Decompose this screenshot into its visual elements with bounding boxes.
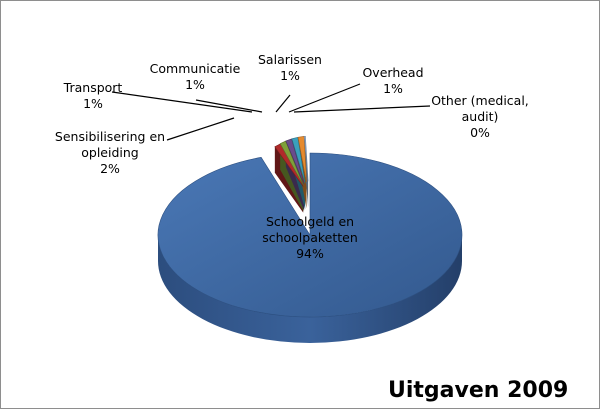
label-communicatie: Communicatie 1% — [150, 61, 241, 92]
slice-transport — [279, 140, 304, 186]
leader-line-salarissen — [275, 94, 291, 113]
label-overhead: Overhead 1% — [362, 65, 423, 96]
slice-side-schoolgeld — [158, 235, 462, 343]
leader-line-overhead — [288, 83, 361, 113]
slice-overhead — [297, 136, 307, 183]
label-salarissen: Salarissen 1% — [258, 52, 322, 83]
value-label-salarissen: 1% — [280, 68, 300, 83]
slice-schoolgeld — [157, 152, 463, 318]
leader-line-communicatie — [195, 99, 263, 113]
slice-salarissen — [291, 136, 306, 184]
value-label-other-medical-audit: 0% — [470, 125, 490, 140]
value-label-overhead: 1% — [383, 81, 403, 96]
value-label-sensibilisering-en-opleiding: 2% — [100, 161, 120, 176]
value-label-schoolgeld-en-schoolpaketten: 94% — [296, 246, 324, 261]
leader-line-sensibilisering-en-opleiding — [166, 117, 235, 141]
label-other-medical-audit: Other (medical, audit) 0% — [431, 93, 529, 140]
leader-line-transport — [111, 91, 253, 113]
slice-communicatie — [285, 138, 305, 185]
label-transport: Transport 1% — [63, 80, 123, 111]
value-label-communicatie: 1% — [185, 77, 205, 92]
leader-line-other-medical-audit — [293, 105, 431, 113]
label-schoolgeld-en-schoolpaketten: Schoolgeld en schoolpaketten 94% — [262, 214, 358, 261]
value-label-transport: 1% — [83, 96, 103, 111]
label-sensibilisering-en-opleiding: Sensibilisering en opleiding 2% — [55, 129, 165, 176]
slice-other-medical-audit — [303, 135, 309, 182]
chart-title: Uitgaven 2009 — [388, 378, 568, 403]
